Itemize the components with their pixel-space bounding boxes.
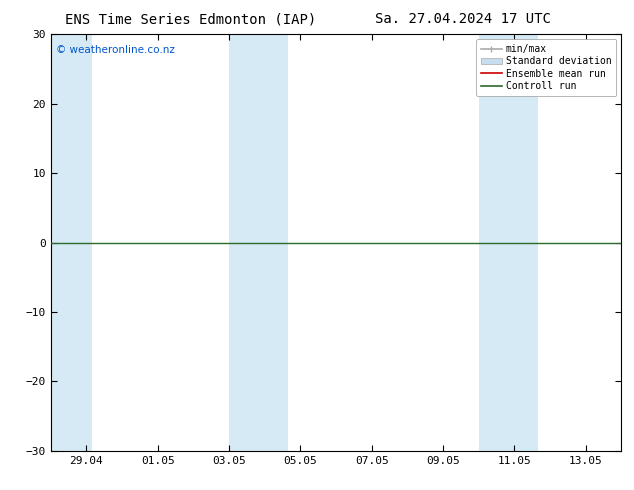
Bar xyxy=(39,34,93,451)
Text: © weatheronline.co.nz: © weatheronline.co.nz xyxy=(56,45,175,55)
Text: ENS Time Series Edmonton (IAP): ENS Time Series Edmonton (IAP) xyxy=(65,12,316,26)
Bar xyxy=(479,34,538,451)
Legend: min/max, Standard deviation, Ensemble mean run, Controll run: min/max, Standard deviation, Ensemble me… xyxy=(476,39,616,96)
Text: Sa. 27.04.2024 17 UTC: Sa. 27.04.2024 17 UTC xyxy=(375,12,551,26)
Bar xyxy=(229,34,288,451)
